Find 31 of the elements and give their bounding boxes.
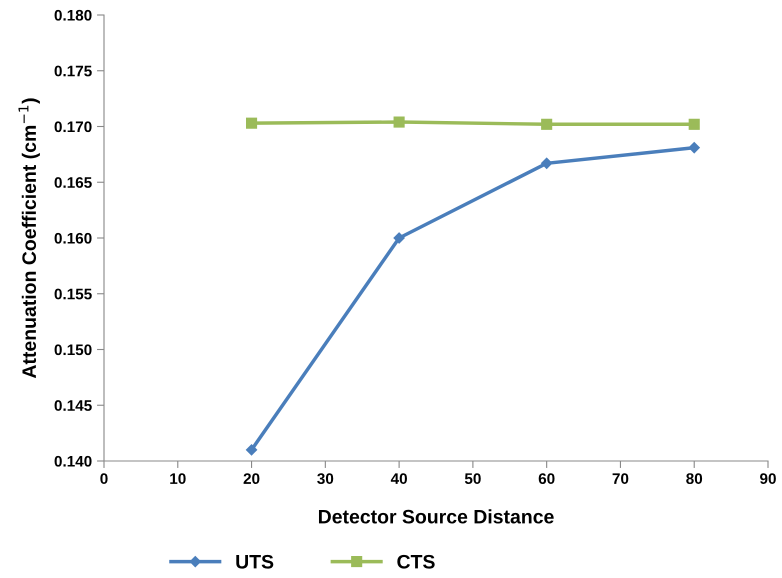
point xyxy=(394,232,405,244)
x-tick-label: 80 xyxy=(686,473,702,484)
point xyxy=(541,118,552,130)
x-tick-label: 50 xyxy=(464,473,481,484)
x-tick-label: 0 xyxy=(100,473,108,484)
y-tick-label: 0.150 xyxy=(54,344,92,356)
point xyxy=(246,118,258,129)
legend-label: CTS xyxy=(397,554,435,569)
x-tick-label: 60 xyxy=(538,473,555,484)
y-tick-label: 0.140 xyxy=(54,456,92,467)
x-tick-label: 90 xyxy=(760,473,776,484)
point xyxy=(394,116,405,128)
point xyxy=(246,444,258,456)
y-axis-title: Attenuation Coefficient (cm$^{−1}$) xyxy=(18,98,40,378)
y-tick-label: 0.160 xyxy=(54,232,92,244)
point xyxy=(541,158,552,169)
y-tick-label: 0.175 xyxy=(54,66,92,76)
point xyxy=(688,118,700,130)
x-tick-label: 70 xyxy=(612,473,628,484)
legend-label: UTS xyxy=(236,554,274,569)
x-axis-title: Detector Source Distance xyxy=(318,509,554,524)
y-tick-label: 0.145 xyxy=(54,400,92,411)
y-tick-label: 0.155 xyxy=(54,288,92,300)
x-tick-label: 20 xyxy=(244,473,260,484)
y-tick-label: 0.170 xyxy=(54,121,92,132)
y-tick-label: 0.180 xyxy=(54,10,92,21)
x-tick-label: 10 xyxy=(170,473,186,484)
x-tick-label: 30 xyxy=(317,473,334,484)
point xyxy=(688,142,700,154)
y-tick-label: 0.165 xyxy=(54,177,92,188)
x-tick-label: 40 xyxy=(390,473,407,484)
